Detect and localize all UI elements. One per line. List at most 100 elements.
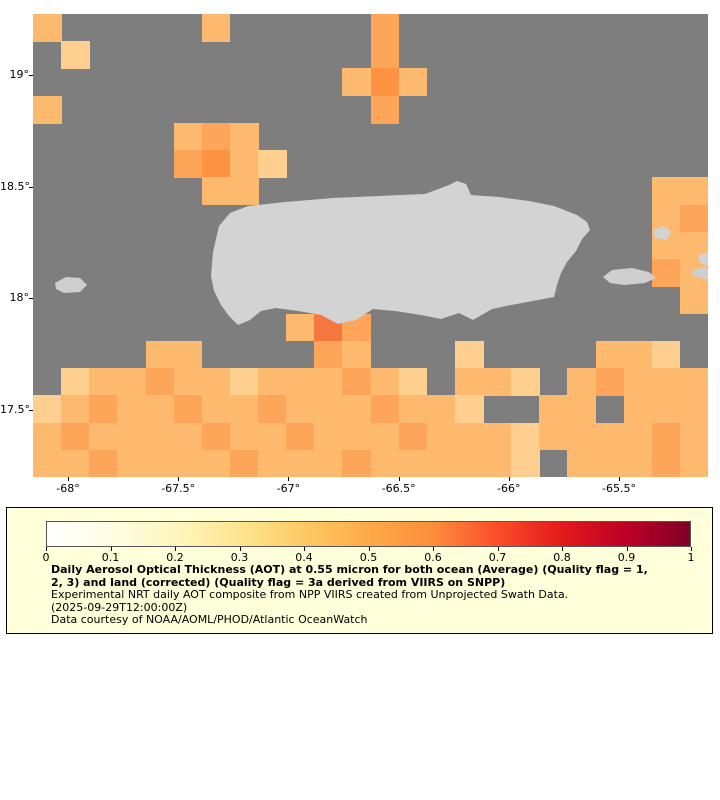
- aot-cell: [286, 449, 315, 477]
- aot-cell: [595, 449, 625, 477]
- aot-cell: [229, 150, 259, 178]
- aot-cell: [623, 340, 653, 369]
- aot-cell: [173, 449, 203, 477]
- aot-cell: [173, 368, 203, 396]
- aot-cell: [623, 422, 653, 451]
- aot-cell: [679, 449, 708, 477]
- x-axis-tick-label: -67°: [276, 482, 301, 495]
- land-layer: [55, 181, 708, 325]
- aot-cell: [370, 68, 400, 97]
- y-axis-tick-label: 18.5°: [0, 179, 30, 193]
- caption-title-line1: Daily Aerosol Optical Thickness (AOT) at…: [51, 563, 648, 576]
- aot-cell: [483, 368, 512, 396]
- edge-island-south: [691, 267, 708, 279]
- x-axis-tick-mark: [619, 477, 620, 481]
- aot-cell: [258, 150, 287, 178]
- aot-cell: [679, 286, 708, 315]
- colorbar-tick-label: 0.9: [617, 551, 636, 564]
- aot-cell: [286, 422, 315, 451]
- aot-cell: [511, 449, 540, 477]
- aot-cell: [145, 422, 175, 451]
- y-axis-tick-mark: [29, 75, 33, 76]
- caption-block: Daily Aerosol Optical Thickness (AOT) at…: [51, 563, 648, 627]
- aot-cell: [145, 449, 175, 477]
- aot-cell: [89, 449, 118, 477]
- aot-cell: [398, 395, 428, 424]
- aot-cell: [651, 422, 681, 451]
- colorbar-tick-mark: [497, 547, 499, 551]
- x-axis-tick-label: -65.5°: [602, 482, 636, 495]
- aot-cell: [370, 395, 400, 424]
- y-axis-tick-mark: [29, 298, 33, 300]
- caption-source-line: Experimental NRT daily AOT composite fro…: [51, 588, 569, 601]
- aot-cell: [454, 422, 484, 451]
- x-axis-tick-mark: [178, 477, 180, 481]
- y-axis-tick-mark: [29, 410, 33, 411]
- aot-cell: [370, 368, 400, 396]
- aot-cell: [145, 395, 175, 424]
- aot-cell: [483, 449, 512, 477]
- caption-timestamp: (2025-09-29T12:00:00Z): [51, 600, 188, 614]
- aot-cell: [201, 122, 231, 151]
- aot-grid: [33, 14, 708, 477]
- x-axis-tick-label: -66°: [497, 482, 521, 495]
- aot-cell: [342, 368, 372, 396]
- aot-cell: [314, 395, 343, 424]
- aot-cell: [201, 14, 231, 42]
- aot-cell: [342, 422, 372, 451]
- aot-cell: [539, 422, 568, 451]
- aot-cell: [539, 395, 568, 424]
- aot-cell: [567, 449, 597, 477]
- aot-cell: [398, 422, 428, 451]
- aot-cell: [117, 395, 147, 424]
- aot-cell: [454, 449, 484, 477]
- aot-cell: [145, 368, 175, 396]
- aot-cell: [454, 395, 484, 424]
- aot-cell: [33, 395, 62, 424]
- aot-cell: [173, 150, 203, 178]
- x-axis-tick-mark: [68, 477, 69, 481]
- aot-cell: [623, 368, 653, 396]
- aot-cell: [258, 368, 287, 396]
- aot-cell: [89, 422, 118, 451]
- colorbar-tick-mark: [691, 547, 692, 551]
- x-axis-tick-mark: [398, 477, 400, 481]
- y-axis-tick-mark: [29, 186, 33, 188]
- aot-cell: [595, 368, 625, 396]
- aot-cell: [258, 449, 287, 477]
- aot-cell: [201, 368, 231, 396]
- aot-cell: [679, 422, 708, 451]
- aot-cell: [286, 313, 315, 342]
- x-axis-tick-label: -68°: [56, 482, 80, 495]
- aot-cell: [567, 368, 597, 396]
- aot-cell: [342, 340, 372, 369]
- aot-cell: [229, 449, 259, 477]
- aot-cell: [370, 14, 400, 42]
- aot-cell: [173, 340, 203, 369]
- aot-cell: [398, 68, 428, 97]
- aot-cell: [89, 395, 118, 424]
- culebra-island: [653, 226, 671, 240]
- colorbar-tick-label: 0.3: [230, 551, 249, 564]
- aot-cell: [61, 422, 90, 451]
- aot-cell: [286, 395, 315, 424]
- aot-cell: [33, 449, 62, 477]
- aot-cell: [398, 449, 428, 477]
- aot-cell: [201, 177, 231, 206]
- aot-cell: [651, 340, 681, 369]
- y-axis-tick-label: 19°: [9, 68, 30, 81]
- aot-cell: [258, 395, 287, 424]
- aot-cell: [651, 368, 681, 396]
- aot-cell: [370, 95, 400, 124]
- x-axis-tick-label: -67.5°: [161, 482, 196, 495]
- mona-island: [55, 277, 87, 293]
- aot-cell: [426, 395, 456, 424]
- aot-cell: [651, 259, 681, 287]
- aot-cell: [61, 395, 90, 424]
- aot-cell: [229, 368, 259, 396]
- colorbar-tick-mark: [175, 547, 176, 551]
- aot-cell: [33, 422, 62, 451]
- aot-cell: [342, 449, 372, 477]
- aot-cell: [201, 395, 231, 424]
